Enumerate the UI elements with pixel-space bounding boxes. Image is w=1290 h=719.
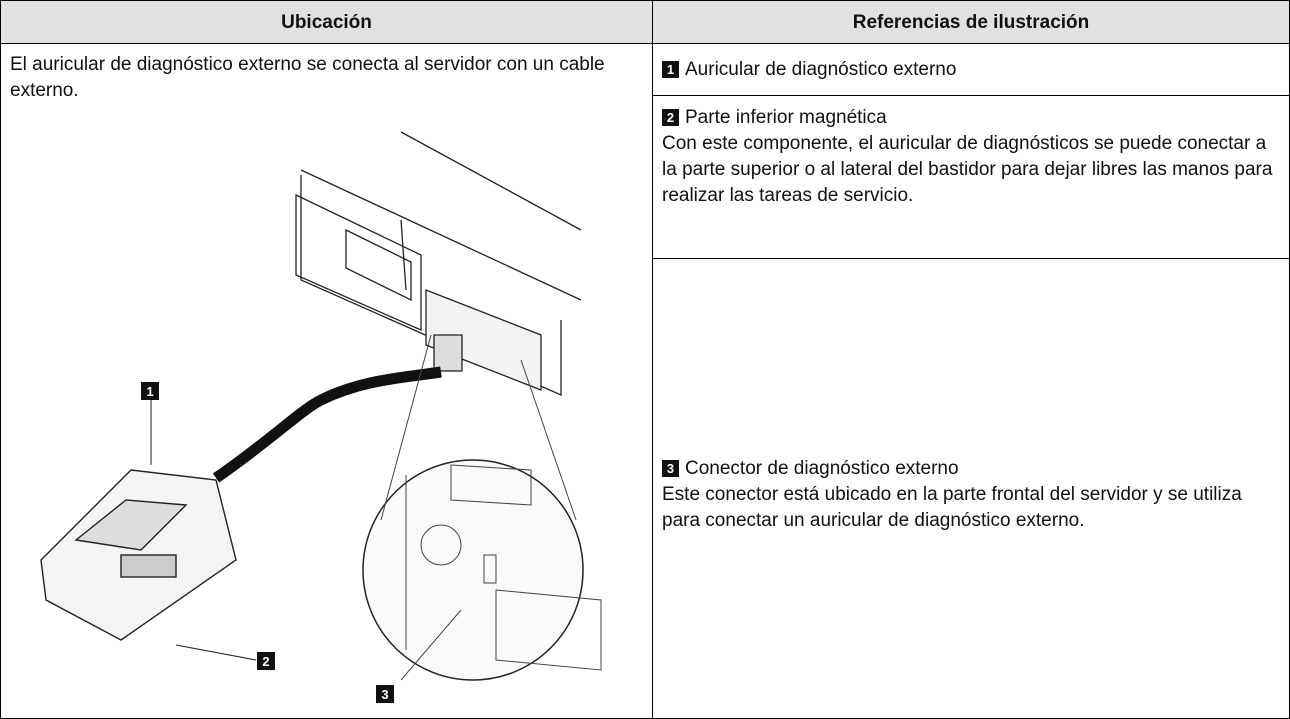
callout-label: 3 [381,687,388,702]
callout: 3 [376,685,394,703]
callout: 2 [175,644,275,670]
header-text: Ubicación [281,12,372,33]
callout-label: 1 [146,384,153,399]
reference-number: 3 [662,460,679,477]
header-cell: Ubicación [0,0,653,44]
reference-cell: 3 Conector de diagnóstico externo Este co… [652,258,1290,719]
reference-title: 1 Auricular de diagnóstico externo [662,57,1282,83]
location-cell: El auricular de diagnóstico externo se c… [0,43,653,719]
reference-title: 3 Conector de diagnóstico externo [662,456,1282,482]
reference-title-text: Parte inferior magnética [685,107,887,128]
reference-number: 1 [662,61,679,78]
header-text: Referencias de ilustración [852,12,1090,33]
callout: 1 [141,382,159,465]
location-text: El auricular de diagnóstico externo se c… [10,54,605,101]
reference-description: Con este componente, el auricular de dia… [662,133,1273,206]
reference-title-text: Auricular de diagnóstico externo [685,59,957,80]
reference-title-text: Conector de diagnóstico externo [685,458,959,479]
reference-number: 2 [662,109,679,126]
illustration: 1 2 3 [40,131,602,703]
reference-cell: 1 Auricular de diagnóstico externo [652,43,1290,96]
callout-label: 2 [262,654,269,669]
reference-cell: 2 Parte inferior magnética Con este compo… [652,95,1290,259]
reference-title: 2 Parte inferior magnética [662,105,1282,131]
reference-description: Este conector está ubicado en la parte f… [662,484,1242,531]
header-cell: Referencias de ilustración [652,0,1290,44]
